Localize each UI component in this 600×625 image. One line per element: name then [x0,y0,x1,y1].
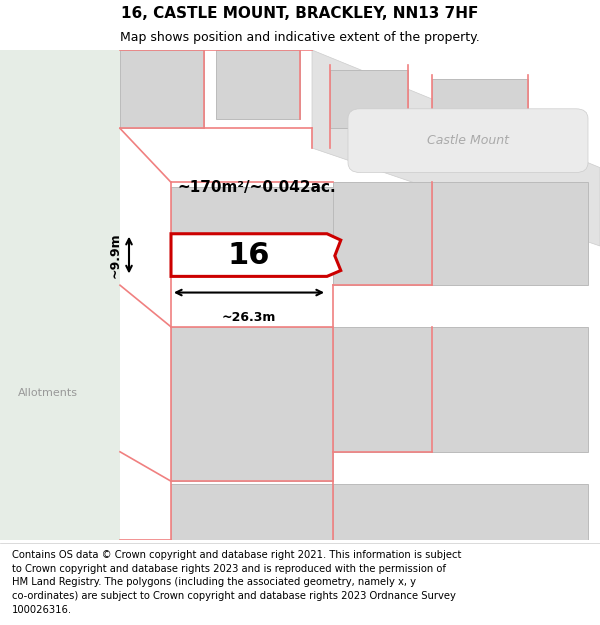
Text: 16: 16 [228,241,270,270]
Text: Allotments: Allotments [18,388,78,398]
Polygon shape [171,327,333,481]
Text: Castle Mount: Castle Mount [427,134,509,147]
Text: ~170m²/~0.042ac.: ~170m²/~0.042ac. [177,180,335,195]
FancyBboxPatch shape [348,109,588,172]
Polygon shape [333,182,432,285]
Text: ~26.3m: ~26.3m [222,311,276,324]
Polygon shape [333,484,588,540]
Polygon shape [330,69,408,128]
Polygon shape [0,50,120,540]
Polygon shape [171,188,333,273]
Polygon shape [312,50,600,246]
Polygon shape [120,50,204,128]
Polygon shape [171,234,341,276]
Text: Map shows position and indicative extent of the property.: Map shows position and indicative extent… [120,31,480,44]
Polygon shape [216,50,300,119]
Polygon shape [171,484,333,540]
Text: ~9.9m: ~9.9m [109,232,122,278]
Polygon shape [432,79,528,138]
Text: Contains OS data © Crown copyright and database right 2021. This information is : Contains OS data © Crown copyright and d… [12,550,461,614]
Polygon shape [432,182,588,285]
Text: 16, CASTLE MOUNT, BRACKLEY, NN13 7HF: 16, CASTLE MOUNT, BRACKLEY, NN13 7HF [121,6,479,21]
Polygon shape [333,327,588,452]
